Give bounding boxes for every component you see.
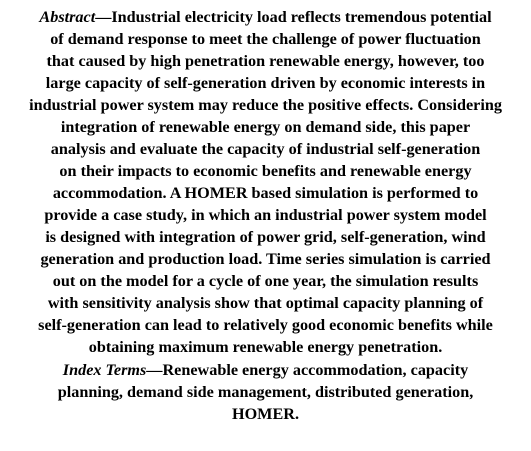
abstract-line-4: large capacity of self-generation driven… <box>45 74 486 92</box>
abstract-line-15: self-generation can lead to relatively g… <box>38 316 493 334</box>
abstract-line-10: provide a case study, in which an indust… <box>44 206 487 224</box>
index-terms-text: —Renewable energy accommodation, capacit… <box>146 361 469 379</box>
index-terms-line-3: HOMER. <box>232 405 299 423</box>
index-terms-line-1: Index Terms—Renewable energy accommodati… <box>0 359 531 381</box>
abstract-line-11: is designed with integration of power gr… <box>45 228 486 246</box>
abstract-label: Abstract <box>39 8 96 26</box>
abstract-text: —Industrial electricity load reflects tr… <box>95 8 492 26</box>
abstract-line-3: that caused by high penetration renewabl… <box>46 52 485 70</box>
abstract-line-1: Abstract—Industrial electricity load ref… <box>0 6 531 28</box>
abstract-line-7: analysis and evaluate the capacity of in… <box>50 140 481 158</box>
abstract-line-12: generation and production load. Time ser… <box>40 250 491 268</box>
abstract-line-2: of demand response to meet the challenge… <box>50 30 481 48</box>
abstract-line-5: industrial power system may reduce the p… <box>29 96 502 114</box>
abstract-line-13: out on the model for a cycle of one year… <box>52 272 479 290</box>
abstract-line-14: with sensitivity analysis show that opti… <box>47 294 484 312</box>
abstract-line-16: obtaining maximum renewable energy penet… <box>88 338 443 356</box>
abstract-line-6: integration of renewable energy on deman… <box>60 118 471 136</box>
abstract-line-9: accommodation. A HOMER based simulation … <box>52 184 479 202</box>
abstract-line-8: on their impacts to economic benefits an… <box>59 162 472 180</box>
index-terms-line-2: planning, demand side management, distri… <box>57 383 474 401</box>
index-terms-label: Index Terms <box>62 361 147 379</box>
